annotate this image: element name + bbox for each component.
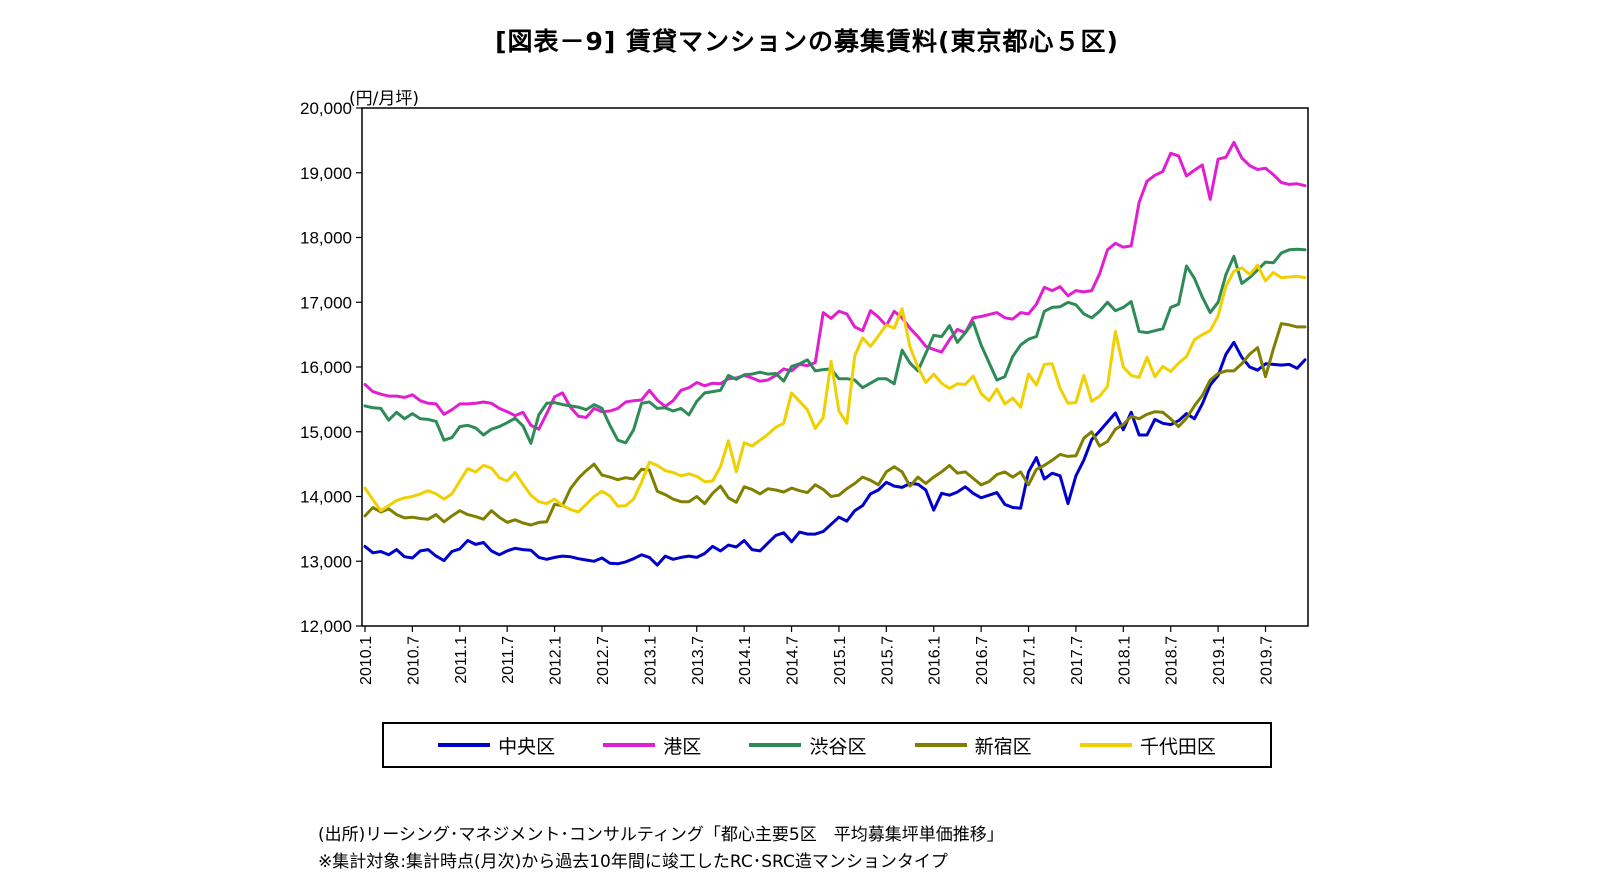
x-tick-label: 2018.1 bbox=[1116, 636, 1133, 685]
source-line: (出所)リーシング･マネジメント･コンサルティング「都心主要5区 平均募集坪単価… bbox=[318, 825, 1004, 845]
x-tick-label: 2019.7 bbox=[1259, 636, 1276, 685]
legend: 中央区 港区 渋谷区 新宿区 千代田区 bbox=[382, 722, 1272, 768]
y-tick-label: 18,000 bbox=[300, 229, 352, 248]
legend-swatch-chuo bbox=[438, 743, 491, 747]
series-line-shibuya bbox=[363, 247, 1307, 445]
y-tick-label: 12,000 bbox=[300, 617, 352, 636]
x-tick-label: 2014.7 bbox=[785, 636, 802, 685]
y-tick-label: 19,000 bbox=[300, 164, 352, 183]
x-tick-label: 2018.7 bbox=[1164, 636, 1181, 685]
series-line-chiyoda bbox=[363, 263, 1307, 514]
series-line-minato bbox=[363, 140, 1307, 431]
x-tick-label: 2012.7 bbox=[595, 636, 612, 685]
x-tick-label: 2010.1 bbox=[358, 636, 375, 685]
x-tick-label: 2017.7 bbox=[1069, 636, 1086, 685]
plot-frame bbox=[361, 107, 1309, 627]
y-tick-label: 20,000 bbox=[300, 99, 352, 118]
x-tick-label: 2013.7 bbox=[690, 636, 707, 685]
x-axis: 2010.1 2010.7 2011.1 2011.7 2012.1 2012.7 2013… bbox=[358, 626, 1276, 685]
legend-label-chuo: 中央区 bbox=[498, 735, 556, 758]
y-axis: 20,000 19,000 18,000 17,000 16,000 15,000 14,0… bbox=[300, 99, 362, 636]
x-tick-label: 2012.1 bbox=[548, 636, 565, 685]
line-chart: 20,000 19,000 18,000 17,000 16,000 15,000 14,0… bbox=[300, 99, 1309, 685]
legend-item-chuo: 中央区 bbox=[438, 732, 555, 759]
x-tick-label: 2014.1 bbox=[737, 636, 754, 685]
source-note: (出所)リーシング･マネジメント･コンサルティング「都心主要5区 平均募集坪単価… bbox=[318, 822, 1004, 876]
legend-label-shinjuku: 新宿区 bbox=[974, 735, 1032, 758]
chart-title: [図表－9] 賃貸マンションの募集賃料(東京都心５区) bbox=[495, 27, 1119, 56]
series-line-chuo bbox=[363, 340, 1307, 567]
legend-swatch-shinjuku bbox=[914, 743, 967, 747]
x-tick-label: 2011.7 bbox=[500, 636, 517, 684]
series-line-shinjuku bbox=[363, 322, 1307, 527]
x-tick-label: 2015.7 bbox=[879, 636, 896, 685]
legend-item-shinjuku: 新宿区 bbox=[914, 732, 1032, 759]
legend-label-shibuya: 渋谷区 bbox=[809, 735, 867, 758]
y-tick-label: 15,000 bbox=[300, 423, 352, 442]
legend-item-shibuya: 渋谷区 bbox=[749, 732, 866, 759]
y-tick-label: 16,000 bbox=[300, 358, 352, 377]
x-tick-label: 2017.1 bbox=[1022, 636, 1039, 685]
x-tick-label: 2016.7 bbox=[974, 636, 991, 685]
x-tick-label: 2010.7 bbox=[405, 636, 422, 685]
legend-swatch-chiyoda bbox=[1079, 743, 1132, 747]
legend-swatch-minato bbox=[603, 743, 656, 747]
y-tick-label: 17,000 bbox=[300, 293, 352, 312]
x-tick-label: 2013.1 bbox=[642, 636, 659, 685]
legend-item-minato: 港区 bbox=[603, 732, 701, 759]
y-unit-label: (円/月坪) bbox=[349, 89, 419, 109]
footnote-line: ※集計対象:集計時点(月次)から過去10年間に竣工したRC･SRC造マンションタ… bbox=[318, 852, 948, 872]
x-tick-label: 2015.1 bbox=[832, 636, 849, 685]
legend-item-chiyoda: 千代田区 bbox=[1079, 732, 1216, 759]
y-tick-label: 13,000 bbox=[300, 552, 352, 571]
x-tick-label: 2019.1 bbox=[1211, 636, 1228, 685]
x-tick-label: 2011.1 bbox=[453, 636, 470, 684]
x-tick-label: 2016.1 bbox=[927, 636, 944, 685]
legend-label-chiyoda: 千代田区 bbox=[1139, 735, 1216, 758]
series-lines bbox=[363, 140, 1307, 567]
y-tick-label: 14,000 bbox=[300, 488, 352, 507]
legend-label-minato: 港区 bbox=[663, 735, 702, 758]
legend-swatch-shibuya bbox=[749, 743, 802, 747]
